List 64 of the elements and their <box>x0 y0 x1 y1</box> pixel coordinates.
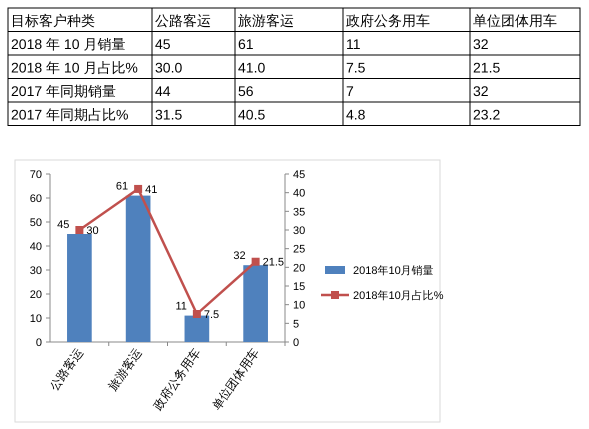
data-label: 7.5 <box>204 309 220 321</box>
data-label: 21.5 <box>262 256 284 269</box>
text: 7.5 <box>346 60 366 76</box>
category-label: 公路客运 <box>155 12 211 28</box>
text: 40.5 <box>238 106 266 122</box>
y2-tick-label: 40 <box>293 188 306 200</box>
y-tick-label: 70 <box>30 169 42 181</box>
data-label: 30 <box>86 225 99 237</box>
category-label: 旅游客运 <box>238 12 294 28</box>
y2-tick-label: 35 <box>293 206 306 218</box>
bar <box>126 196 150 342</box>
y2-tick-label: 20 <box>293 262 306 274</box>
category-label: 单位团体用车 <box>473 12 557 28</box>
bar <box>243 265 268 342</box>
text: 31.5 <box>155 106 182 122</box>
y-tick-label: 40 <box>30 241 42 253</box>
text: 30.0 <box>155 60 182 76</box>
category-label: 2018 年 10 月销量 <box>11 36 126 52</box>
text: 23.2 <box>473 106 500 122</box>
text: 7 <box>346 83 354 99</box>
x-tick-label: 旅游客运 <box>106 346 145 394</box>
data-label: 45 <box>57 219 70 231</box>
y2-tick-label: 45 <box>293 169 306 181</box>
y2-tick-label: 30 <box>293 225 306 237</box>
x-tick-label: 单位团体用车 <box>209 346 262 413</box>
y-tick-label: 60 <box>30 193 42 205</box>
data-label: 32 <box>233 250 246 262</box>
y-tick-label: 30 <box>30 265 42 277</box>
y-tick-label: 0 <box>36 337 42 349</box>
category-label: 2017 年同期销量 <box>11 83 116 99</box>
text: 目标客户种类 <box>11 12 95 28</box>
y2-tick-label: 25 <box>293 244 306 256</box>
y2-tick-label: 10 <box>293 300 306 312</box>
text: 11 <box>346 36 361 52</box>
legend-label: 2018年10月占比% <box>353 289 444 302</box>
data-label: 11 <box>175 300 187 313</box>
text: 32 <box>473 36 489 52</box>
x-tick-label: 政府公务用车 <box>150 346 204 413</box>
category-label: 政府公务用车 <box>346 12 430 28</box>
point <box>252 258 260 266</box>
text: 61 <box>238 36 254 52</box>
y-tick-label: 50 <box>30 217 42 229</box>
point <box>75 226 84 234</box>
x-tick-label: 公路客运 <box>46 346 86 394</box>
legend-label: 2018年10月销量 <box>353 265 434 277</box>
text: 56 <box>238 83 254 99</box>
text: 41.0 <box>238 60 266 76</box>
y2-tick-label: 0 <box>293 337 300 349</box>
y-tick-label: 20 <box>30 289 42 301</box>
text: 45 <box>155 36 171 52</box>
point <box>134 184 142 193</box>
bar <box>67 234 92 342</box>
data-label: 61 <box>116 180 128 193</box>
text: 21.5 <box>473 60 500 76</box>
category-label: 2018 年 10 月占比% <box>11 60 138 76</box>
y2-tick-label: 5 <box>293 318 300 330</box>
text: 32 <box>473 83 489 99</box>
y-tick-label: 10 <box>30 313 42 325</box>
point <box>192 310 201 318</box>
category-label: 2017 年同期占比% <box>11 106 128 122</box>
data-label: 41 <box>145 184 158 196</box>
text: 4.8 <box>346 106 366 122</box>
y2-tick-label: 15 <box>293 281 306 293</box>
text: 44 <box>155 83 171 99</box>
